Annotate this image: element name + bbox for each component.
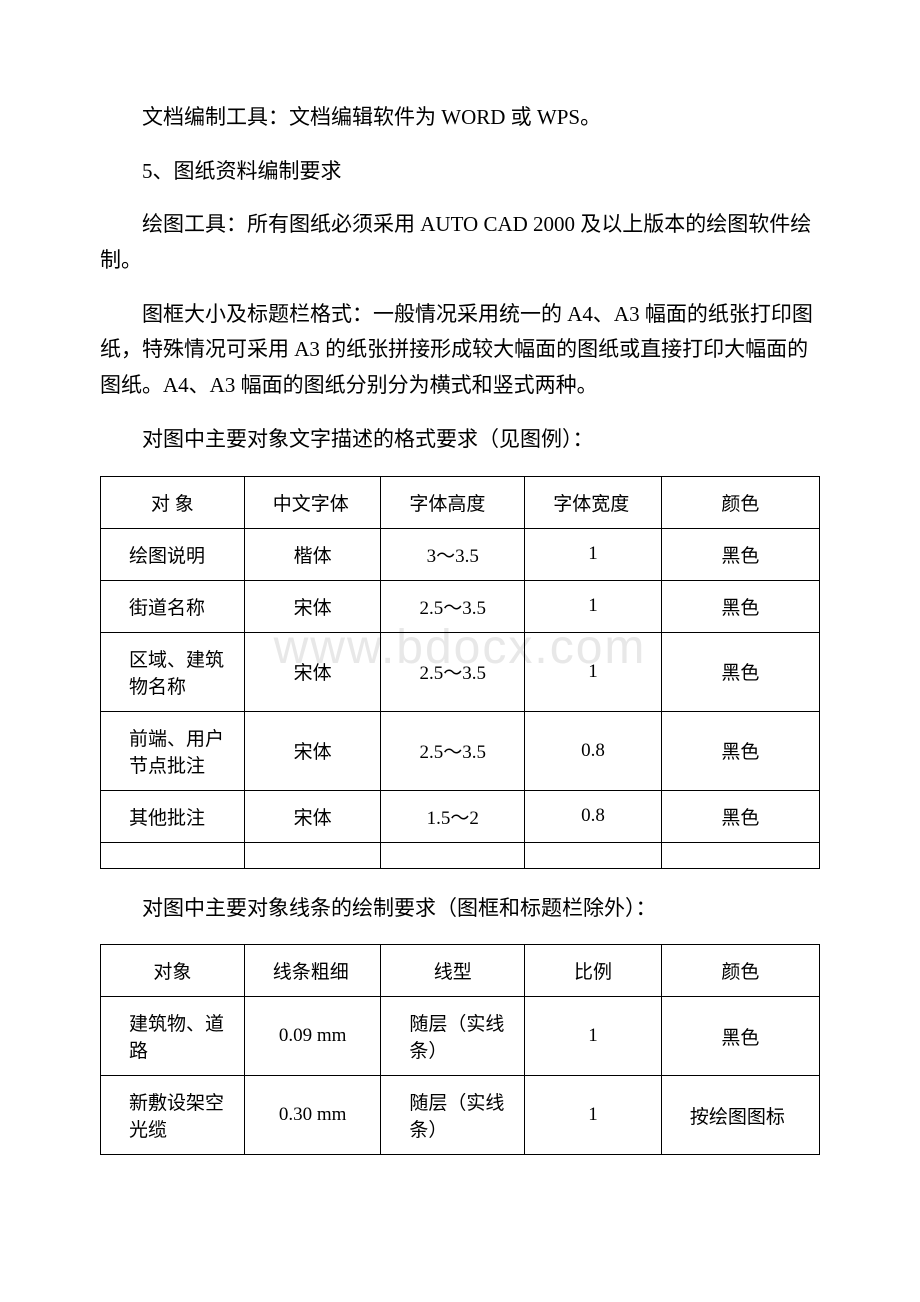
table-cell: 按绘图图标 <box>661 1076 819 1155</box>
table-header-cell: 字体高度 <box>381 476 525 528</box>
table-cell: 黑色 <box>661 528 819 580</box>
table-cell: 2.5～3.5 <box>381 580 525 632</box>
table-cell: 1 <box>525 632 662 711</box>
table-header-row: 对 象 中文字体 字体高度 字体宽度 颜色 <box>101 476 820 528</box>
table-header-cell: 颜色 <box>661 476 819 528</box>
paragraph-tools: 文档编制工具：文档编辑软件为 WORD 或 WPS。 <box>100 100 820 136</box>
table-cell: 黑色 <box>661 711 819 790</box>
text-format-table: 对 象 中文字体 字体高度 字体宽度 颜色 绘图说明 楷体 3～3.5 1 黑色… <box>100 476 820 869</box>
paragraph-line-format: 对图中主要对象线条的绘制要求（图框和标题栏除外）： <box>100 891 820 927</box>
table-cell: 0.30 mm <box>244 1076 381 1155</box>
table-cell: 1.5～2 <box>381 790 525 842</box>
table-header-cell: 线条粗细 <box>244 945 381 997</box>
table-cell: 3～3.5 <box>381 528 525 580</box>
table-empty-row <box>101 842 820 868</box>
paragraph-frame-size: 图框大小及标题栏格式：一般情况采用统一的 A4、A3 幅面的纸张打印图纸，特殊情… <box>100 297 820 404</box>
table-cell: 建筑物、道路 <box>101 997 245 1076</box>
table-cell: 2.5～3.5 <box>381 711 525 790</box>
paragraph-drawing-tool: 绘图工具：所有图纸必须采用 AUTO CAD 2000 及以上版本的绘图软件绘制… <box>100 207 820 278</box>
table-row: 绘图说明 楷体 3～3.5 1 黑色 <box>101 528 820 580</box>
table-header-cell: 颜色 <box>661 945 819 997</box>
paragraph-section-5: 5、图纸资料编制要求 <box>100 154 820 190</box>
table-cell: 宋体 <box>244 711 381 790</box>
table-row: 新敷设架空光缆 0.30 mm 随层（实线条） 1 按绘图图标 <box>101 1076 820 1155</box>
table-header-cell: 中文字体 <box>244 476 381 528</box>
table-row: 前端、用户节点批注 宋体 2.5～3.5 0.8 黑色 <box>101 711 820 790</box>
table-cell <box>244 842 381 868</box>
table-header-row: 对象 线条粗细 线型 比例 颜色 <box>101 945 820 997</box>
table-header-cell: 比例 <box>525 945 662 997</box>
line-format-table: 对象 线条粗细 线型 比例 颜色 建筑物、道路 0.09 mm 随层（实线条） … <box>100 944 820 1155</box>
table-cell: 其他批注 <box>101 790 245 842</box>
table-cell: 宋体 <box>244 790 381 842</box>
table-cell: 楷体 <box>244 528 381 580</box>
table-cell: 随层（实线条） <box>381 997 525 1076</box>
paragraph-text-format: 对图中主要对象文字描述的格式要求（见图例）： <box>100 422 820 458</box>
table-cell: 街道名称 <box>101 580 245 632</box>
table-cell: 0.09 mm <box>244 997 381 1076</box>
table-header-cell: 线型 <box>381 945 525 997</box>
table-header-cell: 字体宽度 <box>525 476 662 528</box>
table-cell: 绘图说明 <box>101 528 245 580</box>
table-cell: 黑色 <box>661 790 819 842</box>
table-cell <box>101 842 245 868</box>
table-header-cell: 对 象 <box>101 476 245 528</box>
table-row: 区域、建筑物名称 宋体 2.5～3.5 1 黑色 <box>101 632 820 711</box>
table-cell: 区域、建筑物名称 <box>101 632 245 711</box>
table-cell <box>381 842 525 868</box>
table-cell <box>525 842 662 868</box>
table-cell: 黑色 <box>661 997 819 1076</box>
table-cell: 宋体 <box>244 632 381 711</box>
table-cell: 2.5～3.5 <box>381 632 525 711</box>
table-cell: 前端、用户节点批注 <box>101 711 245 790</box>
table-cell: 宋体 <box>244 580 381 632</box>
table-cell <box>661 842 819 868</box>
table-row: 建筑物、道路 0.09 mm 随层（实线条） 1 黑色 <box>101 997 820 1076</box>
table-row: 其他批注 宋体 1.5～2 0.8 黑色 <box>101 790 820 842</box>
table-cell: 0.8 <box>525 790 662 842</box>
table-cell: 1 <box>525 997 662 1076</box>
table-cell: 随层（实线条） <box>381 1076 525 1155</box>
table-cell: 新敷设架空光缆 <box>101 1076 245 1155</box>
table-cell: 黑色 <box>661 632 819 711</box>
table-cell: 1 <box>525 1076 662 1155</box>
table-row: 街道名称 宋体 2.5～3.5 1 黑色 <box>101 580 820 632</box>
table-cell: 黑色 <box>661 580 819 632</box>
table-cell: 1 <box>525 528 662 580</box>
table-header-cell: 对象 <box>101 945 245 997</box>
table-cell: 0.8 <box>525 711 662 790</box>
table-cell: 1 <box>525 580 662 632</box>
